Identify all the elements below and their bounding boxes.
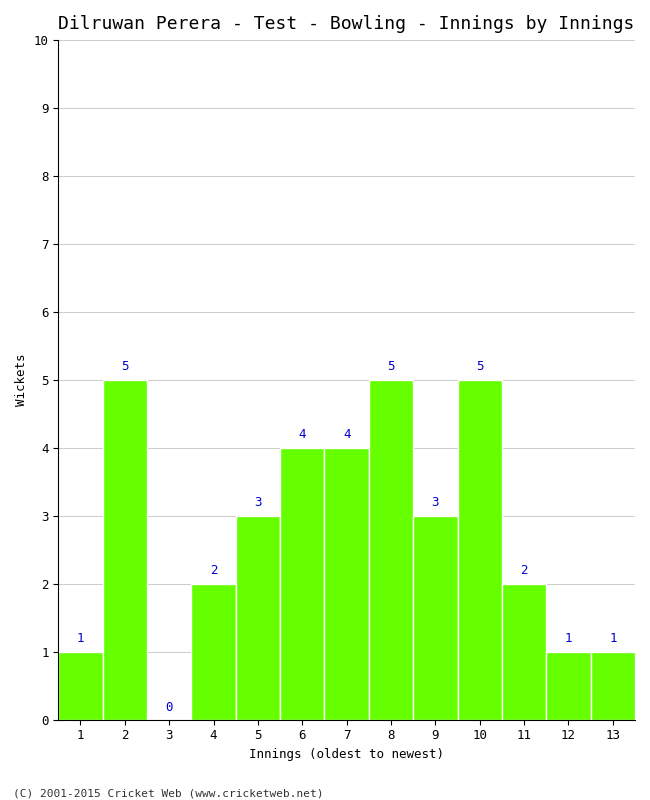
Title: Dilruwan Perera - Test - Bowling - Innings by Innings: Dilruwan Perera - Test - Bowling - Innin… bbox=[58, 15, 635, 33]
Text: (C) 2001-2015 Cricket Web (www.cricketweb.net): (C) 2001-2015 Cricket Web (www.cricketwe… bbox=[13, 788, 324, 798]
Y-axis label: Wickets: Wickets bbox=[15, 354, 28, 406]
Bar bbox=[191, 584, 236, 720]
Text: 2: 2 bbox=[210, 564, 217, 577]
X-axis label: Innings (oldest to newest): Innings (oldest to newest) bbox=[249, 748, 444, 761]
Text: 1: 1 bbox=[77, 632, 85, 645]
Bar bbox=[458, 380, 502, 720]
Text: 5: 5 bbox=[476, 360, 484, 373]
Bar bbox=[413, 516, 458, 720]
Bar bbox=[546, 652, 591, 720]
Text: 1: 1 bbox=[609, 632, 617, 645]
Bar bbox=[58, 652, 103, 720]
Text: 5: 5 bbox=[121, 360, 129, 373]
Text: 5: 5 bbox=[387, 360, 395, 373]
Text: 4: 4 bbox=[298, 428, 306, 441]
Bar bbox=[324, 448, 369, 720]
Bar bbox=[280, 448, 324, 720]
Bar bbox=[502, 584, 546, 720]
Text: 1: 1 bbox=[565, 632, 572, 645]
Bar bbox=[591, 652, 635, 720]
Text: 3: 3 bbox=[254, 496, 262, 509]
Text: 2: 2 bbox=[521, 564, 528, 577]
Text: 3: 3 bbox=[432, 496, 439, 509]
Bar bbox=[236, 516, 280, 720]
Bar bbox=[369, 380, 413, 720]
Text: 0: 0 bbox=[166, 702, 173, 714]
Bar bbox=[103, 380, 147, 720]
Text: 4: 4 bbox=[343, 428, 350, 441]
